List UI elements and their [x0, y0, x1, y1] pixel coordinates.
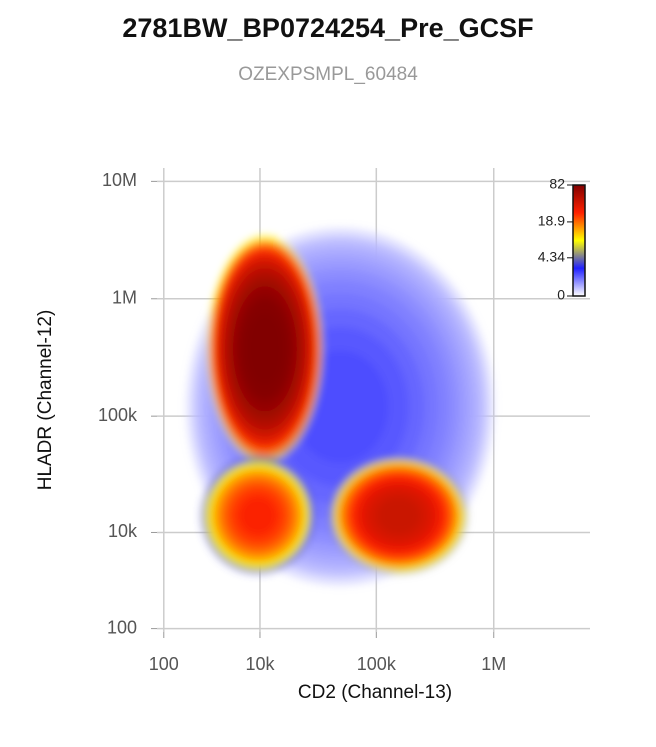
x-tick-label: 100k	[357, 654, 397, 674]
y-tick-label: 10k	[108, 521, 138, 541]
density-layer	[186, 228, 494, 586]
density-level	[239, 496, 276, 535]
y-tick-label: 1M	[112, 288, 137, 308]
x-tick-label: 1M	[481, 654, 506, 674]
colorbar-tick-label: 0	[557, 287, 565, 303]
colorbar-scale	[572, 184, 586, 297]
y-axis-label: HLADR (Channel-12)	[35, 310, 56, 491]
x-tick-label: 100	[149, 654, 179, 674]
y-tick-label: 100	[107, 617, 137, 637]
colorbar-tick-label: 18.9	[538, 213, 565, 229]
x-axis-label: CD2 (Channel-13)	[298, 682, 452, 703]
chart-title: 2781BW_BP0724254_Pre_GCSF	[122, 13, 533, 43]
colorbar: 0 4.34 18.9 82	[538, 176, 586, 303]
x-tick-label: 10k	[245, 654, 275, 674]
y-tick-label: 100k	[98, 405, 138, 425]
density-level	[246, 312, 284, 385]
colorbar-tick-label: 4.34	[538, 248, 565, 264]
axes: 100 10k 100k 1M 100 10k 100k 1M 10M	[98, 170, 506, 674]
colorbar-tick-label: 82	[549, 176, 565, 192]
density-level	[376, 496, 421, 535]
y-tick-label: 10M	[102, 170, 137, 190]
chart-subtitle: OZEXPSMPL_60484	[238, 64, 418, 85]
plot-area	[186, 228, 494, 586]
